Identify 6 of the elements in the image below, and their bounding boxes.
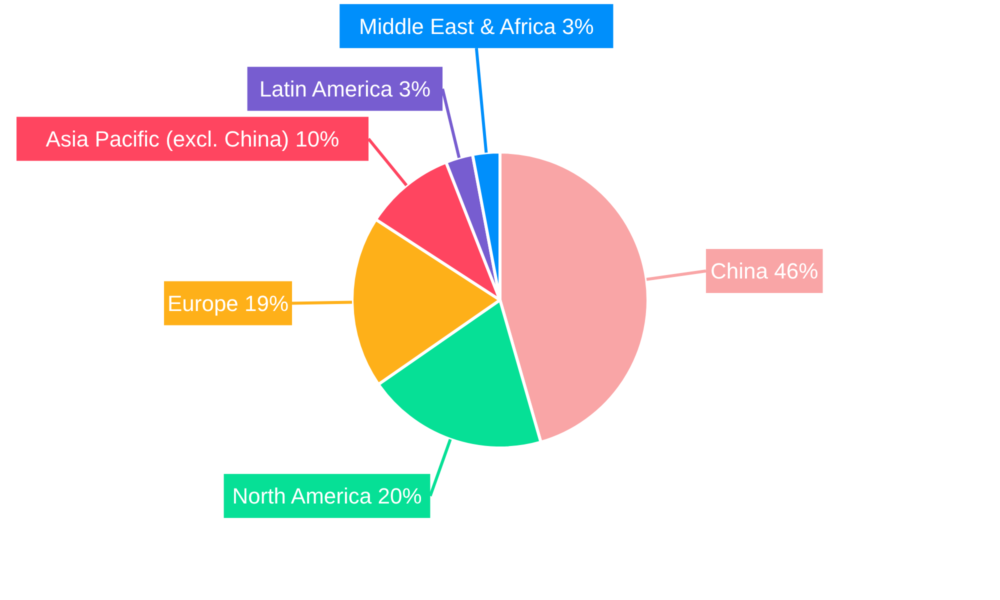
slice-label: Europe 19% (167, 290, 289, 316)
slice-label: Latin America 3% (259, 76, 431, 102)
slice-label: Middle East & Africa 3% (359, 14, 594, 39)
slice-label: China 46% (710, 258, 818, 284)
slice-label: Asia Pacific (excl. China) 10% (46, 126, 340, 152)
slice-label: North America 20% (232, 484, 422, 509)
